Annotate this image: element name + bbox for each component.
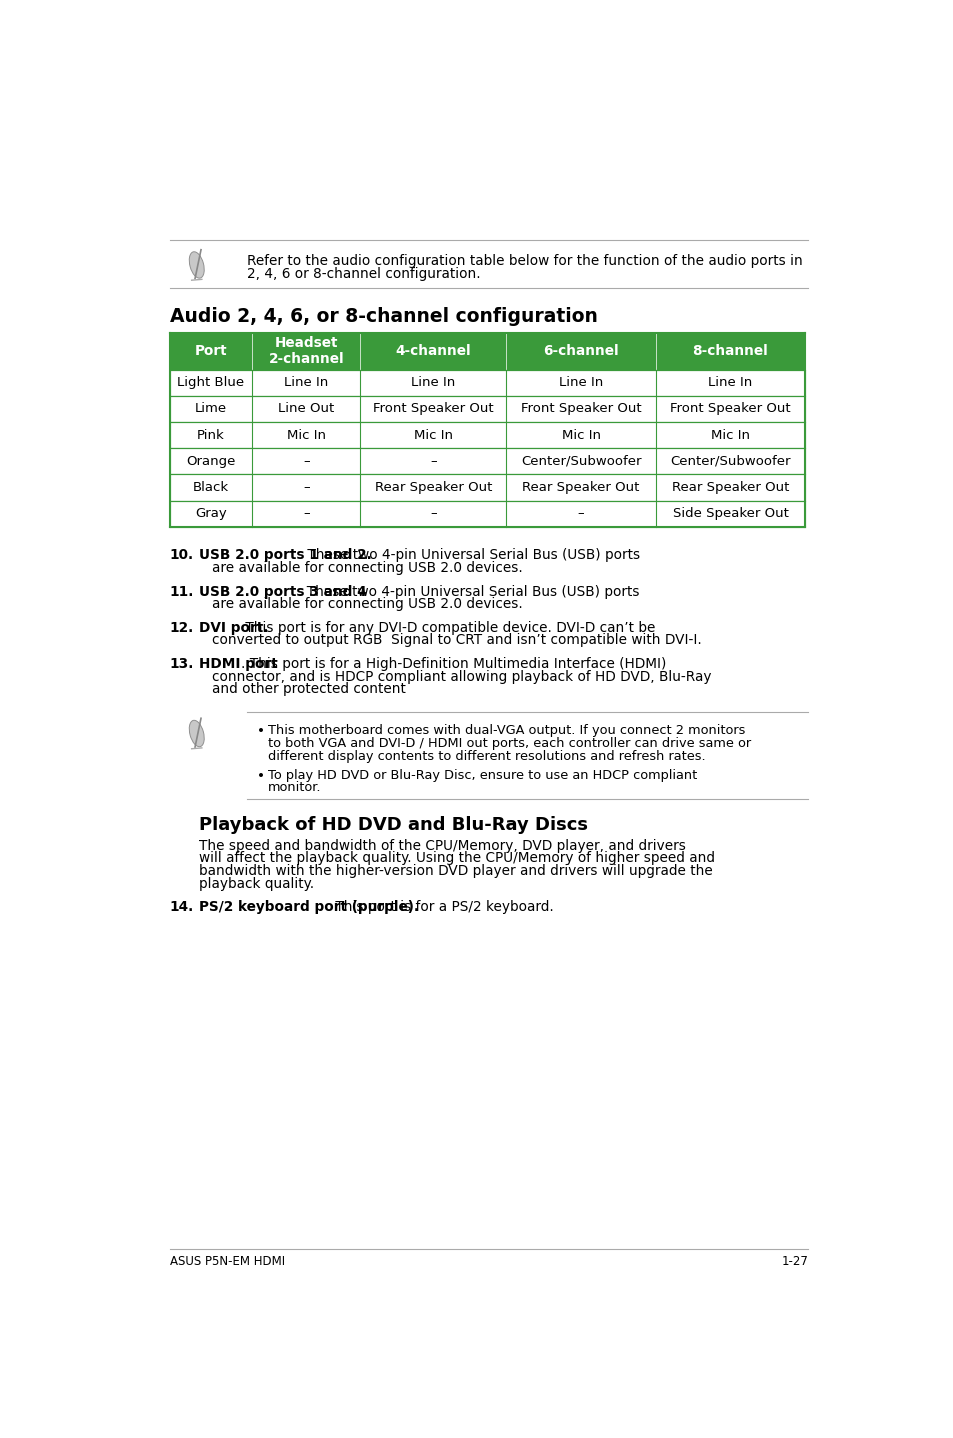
- Text: bandwidth with the higher-version DVD player and drivers will upgrade the: bandwidth with the higher-version DVD pl…: [199, 864, 712, 879]
- Text: Side Speaker Out: Side Speaker Out: [672, 508, 787, 521]
- Text: are available for connecting USB 2.0 devices.: are available for connecting USB 2.0 dev…: [212, 561, 522, 575]
- Ellipse shape: [189, 720, 204, 746]
- Text: Rear Speaker Out: Rear Speaker Out: [522, 480, 639, 495]
- Text: 13.: 13.: [170, 657, 193, 672]
- Text: –: –: [578, 508, 584, 521]
- Text: The speed and bandwidth of the CPU/Memory, DVD player, and drivers: The speed and bandwidth of the CPU/Memor…: [199, 838, 685, 853]
- Ellipse shape: [189, 252, 204, 278]
- Text: are available for connecting USB 2.0 devices.: are available for connecting USB 2.0 dev…: [212, 597, 522, 611]
- Text: Front Speaker Out: Front Speaker Out: [520, 403, 640, 416]
- Text: 11.: 11.: [170, 584, 193, 598]
- Bar: [170, 370, 804, 395]
- Text: 14.: 14.: [170, 900, 193, 913]
- Text: connector, and is HDCP compliant allowing playback of HD DVD, Blu-Ray: connector, and is HDCP compliant allowin…: [212, 670, 711, 683]
- Text: –: –: [303, 480, 309, 495]
- Text: Playback of HD DVD and Blu-Ray Discs: Playback of HD DVD and Blu-Ray Discs: [199, 815, 587, 834]
- Text: These two 4-pin Universal Serial Bus (USB) ports: These two 4-pin Universal Serial Bus (US…: [302, 548, 639, 562]
- Text: Pink: Pink: [197, 429, 225, 441]
- Text: Rear Speaker Out: Rear Speaker Out: [375, 480, 492, 495]
- Text: 2, 4, 6 or 8-channel configuration.: 2, 4, 6 or 8-channel configuration.: [247, 267, 480, 280]
- Text: 4-channel: 4-channel: [395, 344, 471, 358]
- Text: Line Out: Line Out: [278, 403, 335, 416]
- Text: Line In: Line In: [411, 377, 455, 390]
- Text: USB 2.0 ports 3 and 4: USB 2.0 ports 3 and 4: [199, 584, 366, 598]
- Text: Light Blue: Light Blue: [177, 377, 244, 390]
- Text: Rear Speaker Out: Rear Speaker Out: [671, 480, 788, 495]
- Text: This port is for any DVI-D compatible device. DVI-D can’t be: This port is for any DVI-D compatible de…: [241, 621, 655, 634]
- Bar: [170, 449, 804, 475]
- Text: Port: Port: [194, 344, 227, 358]
- Text: Line In: Line In: [284, 377, 328, 390]
- Bar: [170, 421, 804, 449]
- Text: 1-27: 1-27: [781, 1255, 807, 1268]
- Text: 8-channel: 8-channel: [692, 344, 767, 358]
- Text: •: •: [257, 768, 265, 782]
- Bar: [170, 332, 804, 370]
- Text: converted to output RGB  Signal to CRT and isn’t compatible with DVI-I.: converted to output RGB Signal to CRT an…: [212, 633, 701, 647]
- Text: Mic In: Mic In: [287, 429, 325, 441]
- Text: This port is for a PS/2 keyboard.: This port is for a PS/2 keyboard.: [331, 900, 553, 913]
- Text: 10.: 10.: [170, 548, 193, 562]
- Text: •: •: [257, 725, 265, 738]
- Text: Front Speaker Out: Front Speaker Out: [669, 403, 790, 416]
- Text: Lime: Lime: [194, 403, 227, 416]
- Text: HDMI port: HDMI port: [199, 657, 277, 672]
- Text: . This port is for a High-Definition Multimedia Interface (HDMI): . This port is for a High-Definition Mul…: [241, 657, 666, 672]
- Text: to both VGA and DVI-D / HDMI out ports, each controller can drive same or: to both VGA and DVI-D / HDMI out ports, …: [268, 736, 750, 751]
- Text: Line In: Line In: [558, 377, 602, 390]
- Text: DVI port.: DVI port.: [199, 621, 268, 634]
- Text: Front Speaker Out: Front Speaker Out: [373, 403, 493, 416]
- Text: Headset
2-channel: Headset 2-channel: [268, 336, 344, 367]
- Text: USB 2.0 ports 1 and 2.: USB 2.0 ports 1 and 2.: [199, 548, 372, 562]
- Text: 12.: 12.: [170, 621, 193, 634]
- Text: Black: Black: [193, 480, 229, 495]
- Text: Mic In: Mic In: [414, 429, 453, 441]
- Text: will affect the playback quality. Using the CPU/Memory of higher speed and: will affect the playback quality. Using …: [199, 851, 715, 866]
- Text: Gray: Gray: [194, 508, 227, 521]
- Text: –: –: [303, 454, 309, 467]
- Text: ASUS P5N-EM HDMI: ASUS P5N-EM HDMI: [170, 1255, 284, 1268]
- Text: playback quality.: playback quality.: [199, 877, 314, 890]
- Text: –: –: [430, 508, 436, 521]
- Text: 6-channel: 6-channel: [542, 344, 618, 358]
- Text: Center/Subwoofer: Center/Subwoofer: [670, 454, 790, 467]
- Text: PS/2 keyboard port (purple).: PS/2 keyboard port (purple).: [199, 900, 418, 913]
- Bar: [170, 395, 804, 421]
- Text: To play HD DVD or Blu-Ray Disc, ensure to use an HDCP compliant: To play HD DVD or Blu-Ray Disc, ensure t…: [268, 768, 697, 781]
- Text: –: –: [430, 454, 436, 467]
- Text: Mic In: Mic In: [710, 429, 749, 441]
- Bar: [170, 500, 804, 526]
- Text: and other protected content: and other protected content: [212, 682, 406, 696]
- Text: Audio 2, 4, 6, or 8-channel configuration: Audio 2, 4, 6, or 8-channel configuratio…: [170, 308, 597, 326]
- Text: different display contents to different resolutions and refresh rates.: different display contents to different …: [268, 749, 705, 762]
- Text: . These two 4-pin Universal Serial Bus (USB) ports: . These two 4-pin Universal Serial Bus (…: [297, 584, 639, 598]
- Text: Mic In: Mic In: [561, 429, 600, 441]
- Text: Orange: Orange: [186, 454, 235, 467]
- Text: –: –: [303, 508, 309, 521]
- Text: This motherboard comes with dual-VGA output. If you connect 2 monitors: This motherboard comes with dual-VGA out…: [268, 725, 744, 738]
- Text: monitor.: monitor.: [268, 781, 321, 794]
- Text: Center/Subwoofer: Center/Subwoofer: [520, 454, 640, 467]
- Bar: [170, 475, 804, 500]
- Text: Line In: Line In: [707, 377, 752, 390]
- Text: Refer to the audio configuration table below for the function of the audio ports: Refer to the audio configuration table b…: [247, 255, 802, 267]
